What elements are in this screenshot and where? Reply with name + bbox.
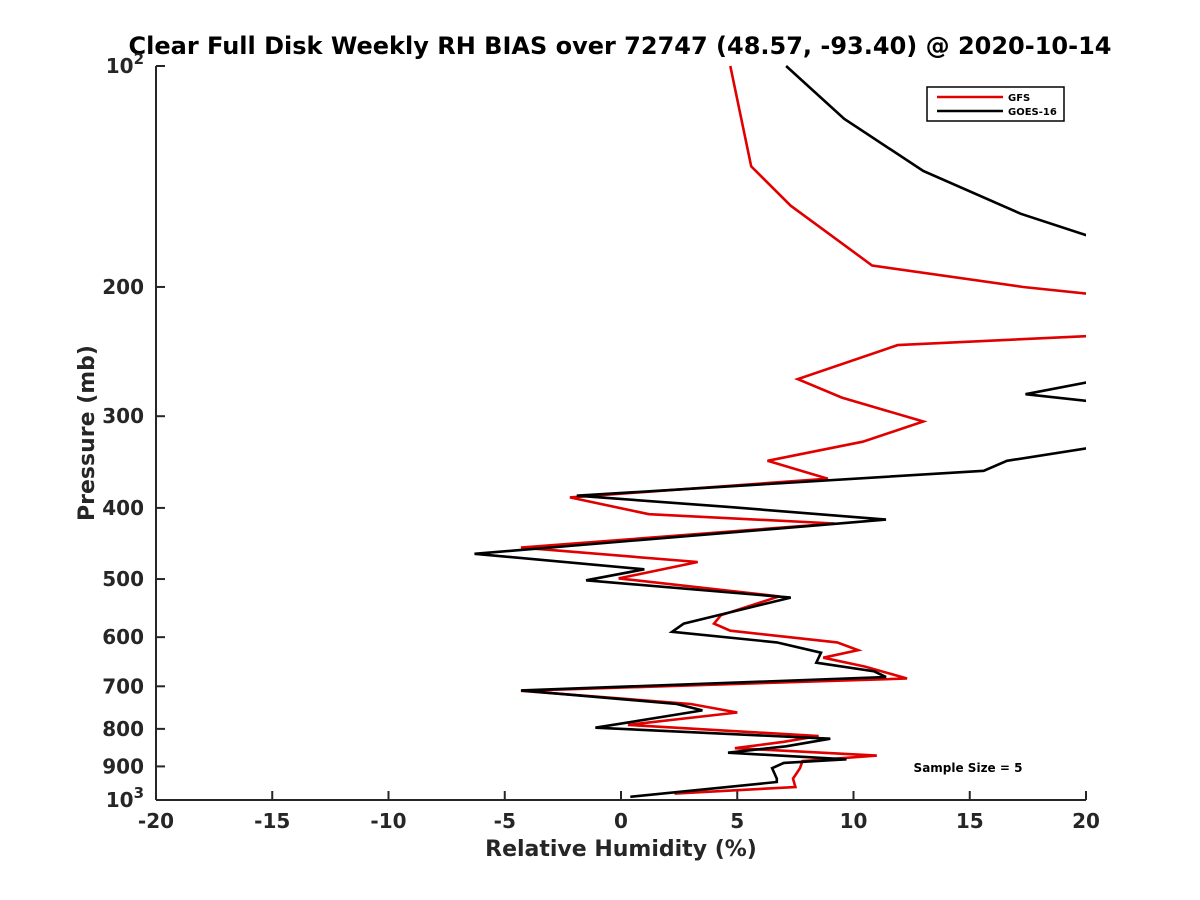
series-layer <box>474 65 1086 799</box>
x-tick-label: -20 <box>138 809 174 833</box>
y-tick-label: 500 <box>102 567 144 591</box>
x-tick-label: 20 <box>1072 809 1100 833</box>
y-tick-label: 700 <box>102 674 144 698</box>
x-tick-label: 15 <box>956 809 984 833</box>
series-line-gfs <box>520 65 1086 795</box>
x-tick-label: -15 <box>254 809 290 833</box>
y-tick-label: 102 <box>106 50 144 78</box>
legend-box <box>926 86 1065 122</box>
x-tick-label: 10 <box>840 809 868 833</box>
legend: GFS GOES-16 <box>926 86 1065 122</box>
y-tick-label: 800 <box>102 717 144 741</box>
y-tick-label: 200 <box>102 275 144 299</box>
x-tick-label: -10 <box>370 809 406 833</box>
x-axis-label: Relative Humidity (%) <box>485 837 757 862</box>
x-tick-label: 0 <box>614 809 628 833</box>
x-tick-label: 5 <box>730 809 744 833</box>
y-tick-label: 300 <box>102 404 144 428</box>
axes: -20 -15 -10 -5 0 5 10 15 20 102 200 300 400 500 600 700… <box>102 50 1100 833</box>
y-tick-label: 103 <box>106 784 144 812</box>
x-tick-label: -5 <box>494 809 516 833</box>
legend-label: GFS <box>1008 93 1030 104</box>
legend-label: GOES-16 <box>1008 107 1057 118</box>
y-tick-label: 600 <box>102 625 144 649</box>
y-axis-label: Pressure (mb) <box>75 345 100 521</box>
y-tick-label: 900 <box>102 754 144 778</box>
y-tick-label: 400 <box>102 496 144 520</box>
series-line-goes-16 <box>474 65 1086 799</box>
sample-size-annotation: Sample Size = 5 <box>914 761 1023 775</box>
chart-title: Clear Full Disk Weekly RH BIAS over 7274… <box>129 32 1112 60</box>
